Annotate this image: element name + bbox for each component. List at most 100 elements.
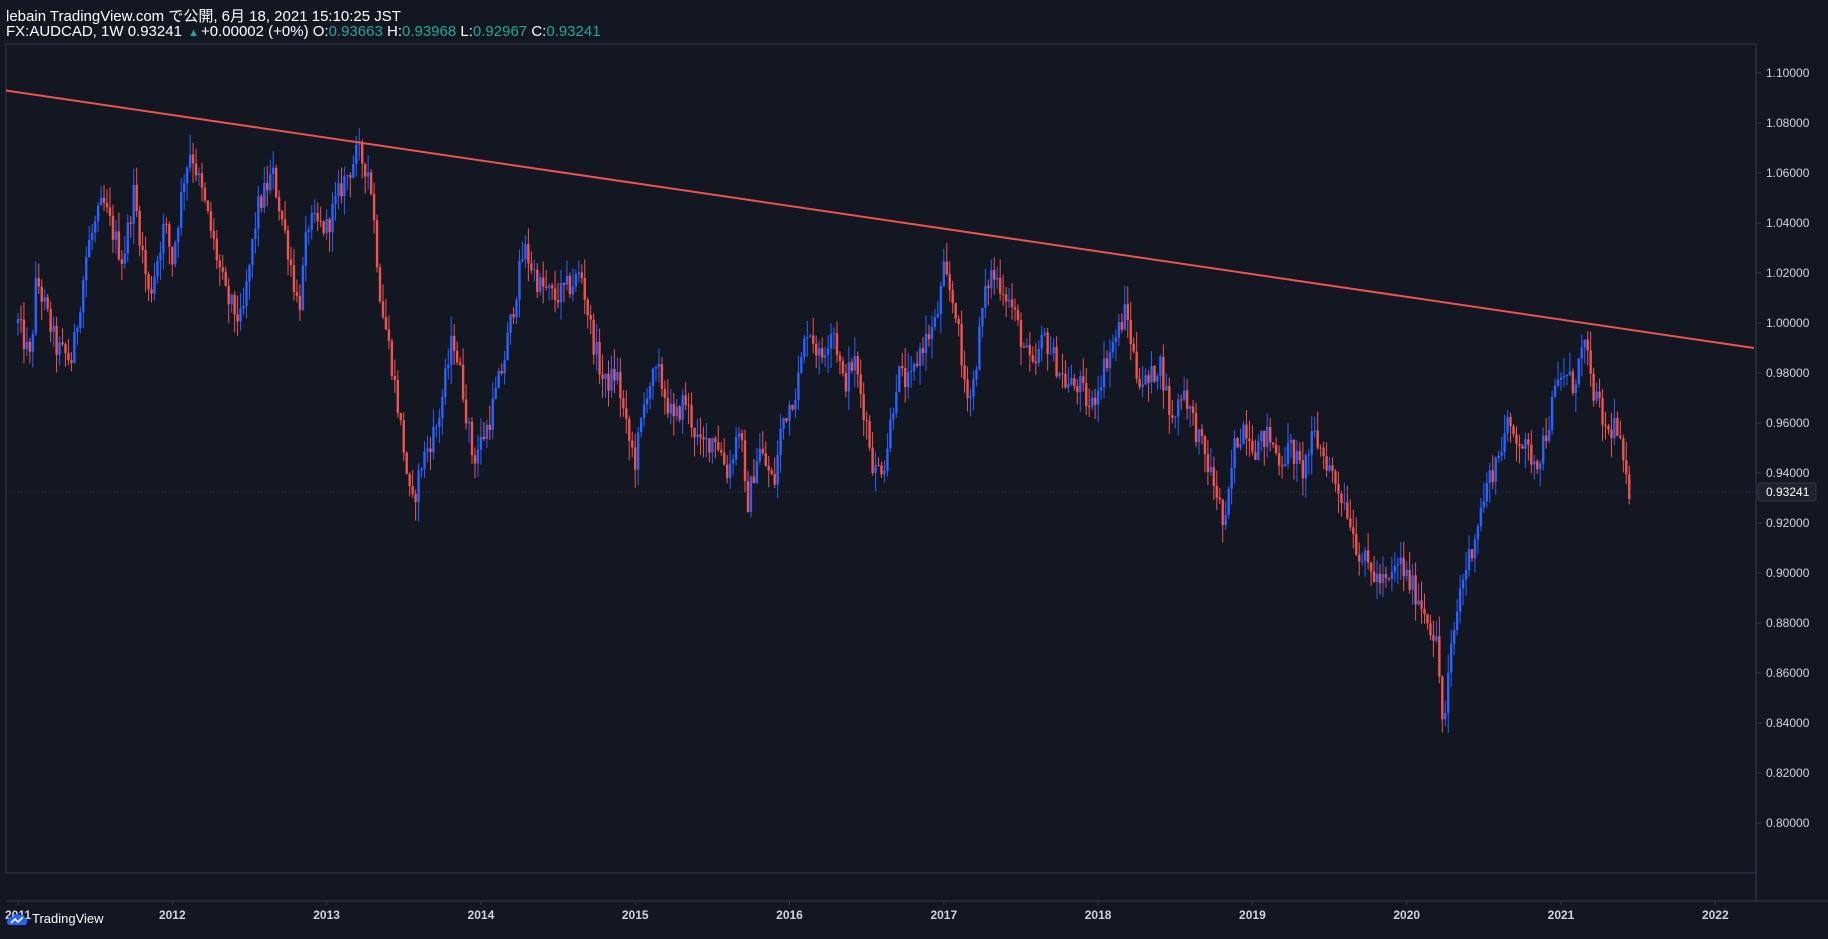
candle-body [476,449,480,464]
candle-body [993,269,996,280]
candle-body [1076,386,1079,393]
candle-body [524,244,527,260]
candle-body [1583,339,1586,348]
candle-body [687,404,690,406]
time-tick-label: 2016 [776,908,803,922]
time-axis[interactable]: 2011201220132014201520162017201820192020… [5,901,1729,922]
candle-body [138,210,141,246]
candle-body [918,348,922,367]
candle-body [212,230,216,239]
candle-body [1601,398,1604,425]
candle-body [1625,460,1628,475]
candle-body [797,372,800,401]
price-tick-label: 0.88000 [1766,616,1810,630]
candle-body [1082,376,1085,383]
candle-body [1352,527,1355,534]
current-price-box [1757,482,1817,502]
candle-body [1236,438,1239,448]
candle-body [1266,426,1269,447]
candle-body [188,154,192,168]
price-tick-label: 0.94000 [1766,466,1810,480]
candle-body [645,398,649,405]
candle-body [1420,600,1423,609]
candle-body [909,370,913,373]
last-price: 0.93241 [127,23,182,40]
price-tick-label: 1.02000 [1766,266,1810,280]
candle-body [705,438,708,440]
candle-body [1544,435,1548,442]
candle-body [455,350,459,363]
candle-body [180,192,183,228]
tradingview-logo[interactable]: TradingView [6,911,104,926]
candle-body [61,342,64,345]
candle-body [37,278,40,287]
candle-body [263,182,266,208]
candle-body [800,356,803,373]
trendline[interactable] [5,89,1755,349]
candle-body [1114,337,1118,343]
candle-body [838,355,842,362]
candle-body [1316,430,1319,448]
candle-body [954,303,957,319]
candle-body [758,448,762,462]
candle-body [812,335,815,344]
candle-body [34,278,38,334]
candle-body [1105,358,1109,369]
candle-body [22,319,26,350]
candle-body [1177,399,1180,417]
candle-body [642,404,646,419]
candle-body [1209,466,1213,473]
candle-body [1028,344,1032,356]
candle-body [99,198,103,206]
candle-body [28,341,32,352]
candle-body [239,308,242,322]
candle-body [1052,346,1055,354]
candle-body [1589,350,1592,374]
candle-body [969,396,972,399]
candle-body [723,452,726,465]
time-tick-label: 2022 [1702,908,1729,922]
candle-body [19,319,23,321]
candle-body [957,318,960,324]
candle-body [102,198,106,203]
candle-body [1619,435,1622,439]
candle-body [129,222,132,224]
candle-body [921,348,925,354]
candle-body [1491,470,1494,483]
candle-body [1372,571,1376,583]
candle-body [859,374,862,395]
price-tick-label: 0.86000 [1766,666,1810,680]
candle-body [1565,374,1569,377]
candle-body [770,470,773,475]
candle-body [467,421,471,424]
candle-body [174,242,177,265]
candle-body [1304,455,1308,479]
candle-body [1568,371,1572,375]
candle-body [1571,371,1575,394]
candle-body [1310,431,1313,455]
candle-body [1016,309,1020,321]
candle-body [1191,406,1195,414]
price-axis[interactable]: 1.10000 1.08000 1.06000 1.04000 1.02000 1.000… [1756,66,1810,830]
candle-body [1055,346,1058,377]
candle-body [972,379,975,397]
candle-body [1435,636,1438,641]
candle-body [363,163,367,177]
candle-body [159,252,162,261]
candle-body [93,221,97,233]
candle-body [1013,307,1017,310]
candle-body [883,470,886,475]
candle-body [1099,387,1103,391]
candle-body [681,395,684,420]
candle-body [1159,356,1162,376]
candle-body [274,167,278,198]
candle-body [1058,373,1061,377]
candle-body [978,326,981,370]
candle-body [1369,562,1373,572]
candle-body [435,426,438,428]
candle-body [734,436,738,460]
candle-body [123,253,127,264]
candle-body [328,219,331,233]
candle-body [1622,438,1625,461]
